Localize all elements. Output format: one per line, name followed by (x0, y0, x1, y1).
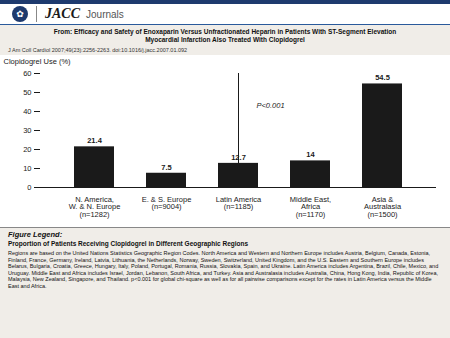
html-text:JACC: JACC (45, 6, 80, 21)
html-text:J Am Coll Cardiol 2007;49(23):: J Am Coll Cardiol 2007;49(23):2256-2263.… (8, 47, 188, 53)
svg-text:7.5: 7.5 (161, 163, 171, 172)
svg-text:21.4: 21.4 (87, 136, 102, 145)
html-text:From: Efficacy and Safety of E: From: Efficacy and Safety of Enoxaparin … (53, 28, 397, 35)
svg-text:60: 60 (23, 69, 31, 78)
html-text:Regions are based on the Unite: Regions are based on the United Nations … (8, 250, 439, 289)
svg-text:20: 20 (23, 145, 31, 154)
svg-text:10: 10 (23, 164, 31, 173)
svg-text:40: 40 (23, 107, 31, 116)
svg-text:50: 50 (23, 88, 31, 97)
html-text:Myocardial Infarction Also Tre: Myocardial Infarction Also Treated With … (145, 36, 305, 43)
svg-text:N. America,W. & N. Europe(n=12: N. America,W. & N. Europe(n=1282) (69, 195, 121, 219)
svg-text:Clopidogrel Use (%): Clopidogrel Use (%) (4, 57, 72, 66)
svg-text:E. & S. Europe(n=9004): E. & S. Europe(n=9004) (142, 195, 192, 212)
html-text:Journals: Journals (86, 8, 124, 20)
svg-text:0: 0 (27, 183, 31, 192)
html-text:Figure Legend:: Figure Legend: (8, 230, 63, 239)
svg-text:12.7: 12.7 (231, 152, 246, 162)
html-text:Proportion of Patients Receivi: Proportion of Patients Receiving Clopido… (8, 240, 249, 247)
svg-text:54.5: 54.5 (375, 73, 390, 82)
svg-text:Latin America(n=1185): Latin America(n=1185) (216, 195, 262, 212)
svg-text:Middle East,Africa(n=1170): Middle East,Africa(n=1170) (290, 195, 331, 219)
svg-text:P<0.001: P<0.001 (256, 101, 284, 110)
svg-text:Asia &Australasia(n=1500): Asia &Australasia(n=1500) (364, 195, 402, 219)
svg-text:14: 14 (306, 150, 315, 159)
svg-text:30: 30 (23, 126, 31, 135)
